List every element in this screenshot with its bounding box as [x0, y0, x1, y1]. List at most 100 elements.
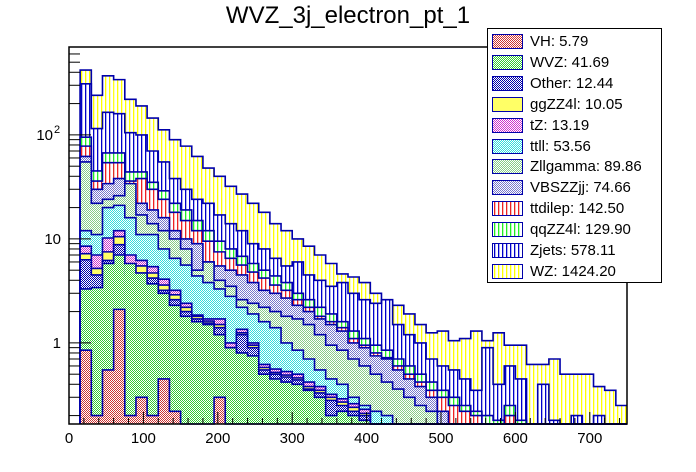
legend-entry-zjets: Zjets: 578.11	[492, 240, 616, 261]
bar-zjets-600	[515, 378, 527, 424]
legend-label: WZ: 1424.20	[530, 262, 616, 280]
bar-vh-135	[169, 411, 181, 424]
bar-wvz-150	[180, 316, 192, 424]
legend-label: VH: 5.79	[530, 33, 589, 50]
bar-zjets-540	[470, 390, 482, 424]
legend-label: VBSZZjj: 74.66	[530, 179, 631, 197]
legend-label: ttll: 53.56	[530, 137, 591, 155]
bar-wvz-270	[269, 378, 282, 424]
bar-vh-105	[147, 415, 159, 424]
bar-zllgamma-375	[348, 359, 360, 424]
bar-ttdilep-585	[504, 415, 516, 424]
bar-wvz-30	[91, 287, 103, 424]
bar-ttdilep-540	[470, 415, 482, 424]
bar-wz-540	[470, 331, 482, 424]
bar-wvz-255	[258, 374, 270, 424]
chart-title: WVZ_3j_electron_pt_1	[225, 2, 471, 29]
legend-label: WVZ: 41.69	[530, 53, 610, 71]
bar-wvz-300	[292, 384, 304, 424]
bar-wvz-345	[325, 415, 337, 424]
legend-swatch	[492, 159, 523, 175]
legend-label: Other: 12.44	[530, 74, 614, 92]
bar-wvz-45	[102, 263, 114, 424]
bar-zllgamma-450	[403, 397, 415, 424]
legend-label: Zllgamma: 89.86	[530, 158, 642, 176]
bar-vh-75	[124, 415, 136, 424]
legend-swatch	[492, 243, 523, 258]
bar-zjets-570	[493, 384, 505, 424]
bar-ttll-405	[370, 411, 382, 424]
bar-ttll-420	[381, 415, 393, 424]
bar-vbszzjj-495	[437, 411, 449, 424]
bar-wvz-135	[169, 305, 181, 424]
bar-wz-660	[560, 374, 572, 424]
legend-entry-wz: WZ: 1424.20	[492, 261, 616, 282]
bar-wvz-165	[191, 321, 203, 424]
bar-wvz-375	[348, 415, 360, 424]
bar-wz-675	[571, 374, 583, 424]
bar-zllgamma-405	[370, 374, 382, 424]
bar-qqzz4l-585	[504, 405, 516, 424]
legend-swatch	[492, 180, 523, 196]
outline-zjets	[79, 82, 627, 425]
y-tick-label: 10	[36, 127, 53, 144]
bar-zllgamma-480	[426, 411, 438, 424]
legend-entry-vbszzjj: VBSZZjj: 74.66	[492, 177, 631, 198]
legend-swatch	[492, 75, 523, 91]
bar-wvz-180	[202, 324, 215, 424]
legend-swatch	[492, 54, 523, 70]
bar-zjets-555	[481, 347, 494, 424]
legend-entry-zllgamma: Zllgamma: 89.86	[492, 156, 642, 177]
legend-swatch	[492, 263, 523, 279]
legend-swatch	[492, 222, 523, 238]
bar-wz-615	[526, 364, 538, 424]
x-tick-label: 600	[503, 430, 528, 447]
bar-wvz-225	[236, 352, 248, 424]
legend-entry-other: Other: 12.44	[492, 73, 613, 94]
bar-zjets-585	[504, 365, 516, 424]
y-tick-label: 10	[44, 231, 61, 248]
bar-ttdilep-525	[459, 411, 471, 424]
bar-wvz-120	[158, 293, 170, 424]
bar-other-345	[325, 400, 337, 424]
bar-wvz-210	[225, 347, 237, 424]
bar-wvz-195	[214, 334, 226, 424]
y-tick-exponent: 2	[54, 124, 60, 136]
x-tick-label: 400	[354, 430, 379, 447]
bar-zllgamma-420	[381, 382, 393, 424]
bar-zjets-705	[593, 415, 605, 424]
legend-label: tZ: 13.19	[530, 116, 590, 134]
x-tick-label: 300	[280, 430, 305, 447]
bar-qqzz4l-555	[481, 415, 494, 424]
legend-label: Zjets: 578.11	[530, 242, 616, 259]
bar-zllgamma-435	[392, 389, 404, 424]
bar-wvz-105	[147, 283, 159, 424]
x-tick-label: 500	[428, 430, 453, 447]
x-axis: 0 100 200 300 400 500 600 700	[65, 412, 621, 447]
bar-qqzz4l-570	[493, 420, 505, 424]
legend-swatch	[492, 138, 523, 154]
legend-entry-tz: tZ: 13.19	[492, 115, 589, 136]
bar-vh-60	[113, 309, 125, 424]
bar-wvz-285	[281, 382, 293, 424]
x-tick-label: 100	[131, 430, 156, 447]
bar-zjets-645	[548, 420, 561, 424]
legend-entry-wvz: WVZ: 41.69	[492, 52, 609, 73]
bar-wz-690	[582, 374, 594, 424]
bar-wz-735	[615, 405, 627, 424]
bar-zllgamma-465	[414, 405, 427, 424]
stacked-bars	[79, 69, 627, 425]
legend: VH: 5.79 WVZ: 41.69 Other: 12.44 ggZZ4l: 10…	[487, 28, 662, 283]
bar-wvz-240	[247, 355, 259, 424]
bar-vh-45	[102, 369, 114, 424]
legend-label: ggZZ4l: 10.05	[530, 95, 623, 113]
bar-zjets-525	[459, 378, 471, 424]
legend-label: ttdilep: 142.50	[530, 200, 625, 218]
legend-swatch	[492, 117, 523, 133]
bar-vh-30	[91, 415, 103, 424]
bar-vh-120	[158, 378, 170, 424]
x-tick-label: 700	[577, 430, 602, 447]
bar-wz-570	[493, 332, 505, 424]
